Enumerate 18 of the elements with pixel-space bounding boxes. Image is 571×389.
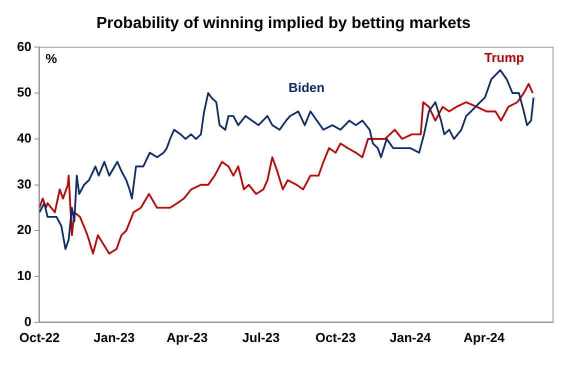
x-tick-label: Jan-24	[390, 330, 432, 345]
y-tick-label: 30	[16, 176, 32, 192]
x-tick-label: Apr-24	[463, 330, 506, 345]
y-tick-label: 60	[16, 38, 32, 54]
series-label: Biden	[288, 80, 325, 96]
y-tick-label: 10	[16, 268, 32, 284]
y-tick-label: 0	[24, 314, 32, 329]
y-axis-title: %	[45, 50, 58, 66]
x-tick-label: Jan-23	[93, 330, 135, 345]
y-tick-label: 50	[16, 84, 32, 100]
x-tick-label: Oct-23	[315, 330, 356, 345]
x-tick-label: Apr-23	[166, 330, 208, 345]
y-tick-label: 40	[16, 130, 32, 146]
y-tick-label: 20	[16, 222, 32, 238]
series-label: Trump	[484, 50, 524, 65]
chart-title: Probability of winning implied by betting markets	[96, 15, 471, 32]
x-tick-label: Jul-23	[242, 330, 280, 345]
x-tick-label: Oct-22	[19, 330, 60, 345]
